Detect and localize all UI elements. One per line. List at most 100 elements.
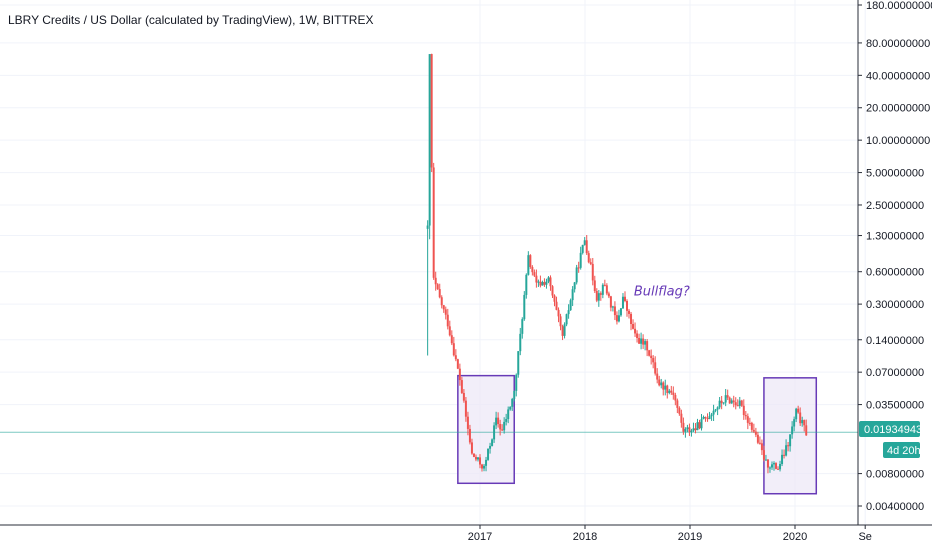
- candle-body: [436, 284, 439, 290]
- candle-body: [764, 459, 767, 461]
- candle-body: [720, 400, 723, 404]
- y-tick-label: 0.30000000: [866, 299, 924, 311]
- candle-body: [587, 253, 590, 263]
- candle-body: [724, 395, 727, 403]
- candle-body: [454, 355, 457, 360]
- candle-body: [736, 405, 739, 407]
- y-tick-label: 2.50000000: [866, 200, 924, 212]
- candle-body: [642, 338, 645, 345]
- candle-body: [456, 359, 459, 369]
- candle-body: [680, 413, 683, 423]
- candle-body: [773, 463, 775, 465]
- candles: [426, 53, 808, 474]
- candle-body: [525, 274, 528, 295]
- candle-body: [509, 406, 512, 410]
- candle-body: [609, 296, 612, 308]
- candle-body: [557, 309, 560, 317]
- candle-body: [628, 310, 631, 314]
- candle-body: [750, 422, 753, 430]
- candle-body: [722, 402, 725, 404]
- y-tick-label: 0.03500000: [866, 400, 924, 412]
- candle-body: [591, 263, 594, 281]
- price-axis[interactable]: 180.00000000 80.00000000 40.00000000 20.000…: [858, 0, 932, 513]
- candle-body: [734, 402, 737, 406]
- y-tick-label: 20.00000000: [866, 103, 930, 115]
- y-tick-label: 180.00000000: [866, 0, 932, 12]
- candle-body: [710, 414, 713, 417]
- candle-body: [462, 392, 465, 401]
- candle-body: [483, 465, 486, 469]
- candle-body: [654, 362, 657, 374]
- candle-body: [805, 425, 808, 436]
- candle-body: [688, 427, 691, 432]
- candle-body: [601, 284, 604, 295]
- candle-body: [597, 293, 600, 301]
- candle-body: [744, 415, 747, 417]
- candle-body: [656, 373, 659, 380]
- y-tick-label: 0.14000000: [866, 335, 924, 347]
- candle-body: [768, 467, 771, 469]
- candle-body: [785, 445, 788, 456]
- candle-body: [700, 419, 703, 429]
- candle-body: [714, 409, 717, 411]
- candle-body: [760, 443, 763, 451]
- candle-body: [650, 355, 653, 359]
- candle-body: [777, 468, 780, 470]
- candle-body: [529, 255, 532, 267]
- candle-body: [708, 416, 711, 420]
- candle-body: [464, 400, 467, 417]
- candle-body: [658, 379, 661, 386]
- candle-body: [521, 319, 524, 334]
- candle-body: [795, 408, 798, 420]
- candle-body: [505, 419, 508, 422]
- candle-body: [493, 425, 496, 440]
- candle-body: [434, 277, 437, 285]
- candle-body: [571, 289, 574, 301]
- candle-body: [740, 400, 743, 406]
- candle-body: [640, 338, 643, 344]
- candle-body: [543, 282, 546, 285]
- candle-body: [611, 306, 614, 308]
- candle-body: [662, 382, 665, 390]
- chart-title: LBRY Credits / US Dollar (calculated by …: [8, 13, 373, 27]
- candle-body: [553, 295, 556, 302]
- candle-body: [583, 240, 586, 245]
- candle-body: [573, 282, 576, 290]
- x-tick-label: 2017: [468, 531, 492, 543]
- x-tick-label: 2018: [573, 531, 597, 543]
- candle-body: [545, 281, 548, 285]
- candle-body: [589, 262, 592, 264]
- candle-body: [758, 442, 761, 444]
- candle-body: [630, 313, 633, 325]
- candle-body: [561, 326, 564, 336]
- candle-body: [716, 407, 719, 410]
- candle-body: [678, 407, 681, 414]
- candle-body: [551, 286, 554, 296]
- candle-body: [644, 341, 647, 345]
- candle-body: [636, 333, 639, 338]
- candle-body: [531, 266, 534, 273]
- candle-body: [567, 310, 570, 315]
- time-axis[interactable]: 2017 2018 2019 2020 Se: [468, 525, 872, 543]
- candle-body: [702, 416, 705, 420]
- candle-body: [565, 314, 568, 325]
- candle-body: [575, 267, 578, 283]
- y-tick-label: 5.00000000: [866, 168, 924, 180]
- candle-body: [676, 400, 679, 408]
- candle-body: [527, 255, 530, 275]
- candle-body: [756, 434, 759, 443]
- candle-body: [605, 285, 608, 294]
- candle-body: [460, 380, 463, 393]
- y-tick-label: 0.60000000: [866, 267, 924, 279]
- candle-body: [775, 463, 778, 469]
- candle-body: [474, 456, 477, 460]
- candle-body: [789, 434, 792, 447]
- candle-body: [730, 400, 733, 404]
- candle-body: [712, 410, 715, 415]
- candle-body: [472, 453, 475, 457]
- candle-body: [696, 422, 699, 431]
- candle-body: [430, 54, 433, 168]
- candle-body: [619, 308, 622, 316]
- candle-body: [718, 400, 721, 408]
